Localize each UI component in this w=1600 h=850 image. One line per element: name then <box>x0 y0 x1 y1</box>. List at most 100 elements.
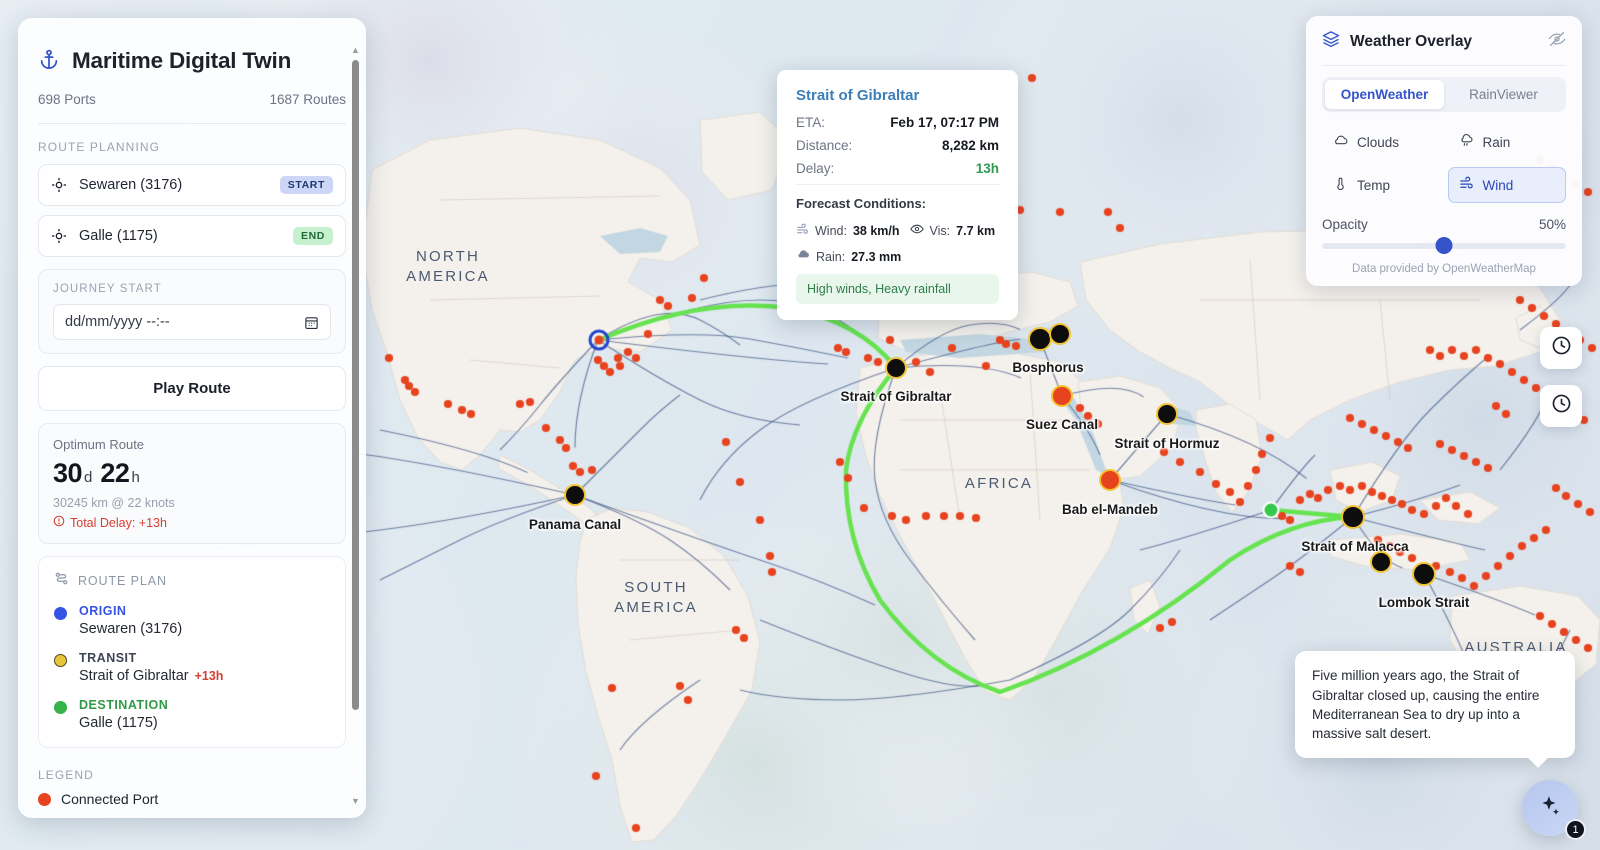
eye-off-icon[interactable] <box>1548 30 1566 53</box>
optimum-duration: 30 d 22 h <box>53 458 331 489</box>
layer-button-clouds[interactable]: Clouds <box>1322 124 1441 160</box>
target-icon <box>51 228 67 244</box>
weather-source-tabs: OpenWeather RainViewer <box>1322 77 1566 112</box>
origin-kind: ORIGIN <box>79 604 127 618</box>
chokepoint-marker[interactable] <box>1028 327 1052 351</box>
rain-icon <box>1459 133 1474 151</box>
layer-label-clouds: Clouds <box>1357 134 1400 150</box>
wind-label: Wind: <box>815 223 847 238</box>
journey-start-label: JOURNEY START <box>53 283 162 295</box>
duration-days-unit: d <box>84 469 93 486</box>
legend-heading: LEGEND <box>38 768 94 782</box>
rain-value: 27.3 mm <box>851 249 902 264</box>
chokepoint-marker[interactable] <box>564 484 586 506</box>
opacity-slider-knob[interactable] <box>1435 237 1453 254</box>
alert-circle-icon <box>53 515 65 530</box>
total-delay-text: Total Delay: +13h <box>70 515 167 530</box>
chokepoint-marker[interactable] <box>1156 403 1178 425</box>
end-port-row[interactable]: Galle (1175) END <box>38 215 346 257</box>
tooltip-row-delay: Delay: 13h <box>796 161 999 176</box>
target-icon <box>51 177 67 193</box>
route-plan-item[interactable]: ORIGIN Sewaren (3176) <box>54 604 330 637</box>
chokepoint-marker[interactable] <box>1341 505 1365 529</box>
distance-label: Distance: <box>796 138 853 153</box>
optimum-route-panel: Optimum Route 30 d 22 h 30245 km @ 22 knots… <box>38 423 346 544</box>
visibility-label: Vis: <box>929 223 951 238</box>
route-planning-heading: ROUTE PLANNING <box>38 140 161 154</box>
start-port-row[interactable]: Sewaren (3176) START <box>38 164 346 206</box>
transit-name: Strait of Gibraltar +13h <box>79 668 223 684</box>
sparkle-icon <box>1537 793 1563 824</box>
chokepoint-marker[interactable] <box>1412 562 1436 586</box>
chokepoint-tooltip: Strait of Gibraltar ETA: Feb 17, 07:17 P… <box>777 70 1018 320</box>
weather-alert-banner: High winds, Heavy rainfall <box>796 274 999 304</box>
transit-bullet <box>54 654 67 667</box>
thermometer-icon <box>1333 176 1348 194</box>
rain-label: Rain: <box>816 249 846 264</box>
destination-name: Galle (1175) <box>79 715 158 731</box>
layers-icon <box>1322 30 1340 53</box>
opacity-slider[interactable] <box>1322 237 1566 254</box>
tab-rainviewer[interactable]: RainViewer <box>1444 80 1563 109</box>
stats-row: 698 Ports 1687 Routes <box>38 92 346 107</box>
ports-count: 698 Ports <box>38 92 96 107</box>
forecast-heading: Forecast Conditions: <box>796 196 927 211</box>
history-clock-button[interactable] <box>1540 327 1582 369</box>
wind-icon <box>796 223 809 239</box>
delay-label: Delay: <box>796 161 835 176</box>
journey-start-panel: JOURNEY START dd/mm/yyyy --:-- <box>38 269 346 354</box>
layer-button-wind[interactable]: Wind <box>1447 167 1566 203</box>
end-port-name: Galle (1175) <box>79 228 158 244</box>
sidebar-scrollbar[interactable]: ▲ ▼ <box>351 46 360 806</box>
app-header: Maritime Digital Twin <box>38 48 346 74</box>
route-plan-item[interactable]: TRANSIT Strait of Gibraltar +13h <box>54 651 330 684</box>
tab-openweather[interactable]: OpenWeather <box>1325 80 1444 109</box>
weather-overlay-panel: Weather Overlay OpenWeather RainViewer C… <box>1306 16 1582 286</box>
weather-divider <box>1322 65 1566 66</box>
chokepoint-marker[interactable] <box>1049 323 1071 345</box>
weather-panel-title: Weather Overlay <box>1350 32 1473 50</box>
delay-value: 13h <box>975 161 999 176</box>
divider <box>38 123 346 124</box>
legend-color-swatch <box>38 792 51 806</box>
chokepoint-marker[interactable] <box>1051 385 1073 407</box>
routes-count: 1687 Routes <box>269 92 346 107</box>
eye-icon <box>909 222 924 239</box>
destination-kind: DESTINATION <box>79 698 169 712</box>
tooltip-divider <box>796 184 999 185</box>
play-route-button[interactable]: Play Route <box>38 366 346 411</box>
origin-bullet <box>54 607 67 620</box>
layer-button-rain[interactable]: Rain <box>1448 124 1567 160</box>
route-plan-item[interactable]: DESTINATION Galle (1175) <box>54 698 330 731</box>
journey-start-input[interactable]: dd/mm/yyyy --:-- <box>53 304 331 340</box>
destination-bullet <box>54 701 67 714</box>
duration-days: 30 <box>53 458 83 488</box>
start-port-name: Sewaren (3176) <box>79 177 183 193</box>
route-distance: 30245 km @ 22 knots <box>53 496 175 510</box>
scroll-down-arrow[interactable]: ▼ <box>351 796 360 806</box>
route-plan-panel: ROUTE PLAN ORIGIN Sewaren (3176) TRANSIT… <box>38 556 346 748</box>
total-delay: Total Delay: +13h <box>53 515 331 530</box>
chokepoint-marker[interactable] <box>885 357 907 379</box>
calendar-icon[interactable] <box>304 315 319 330</box>
origin-name: Sewaren (3176) <box>79 621 183 637</box>
duration-hours: 22 <box>100 458 130 488</box>
layer-label-temp: Temp <box>1357 177 1391 193</box>
chokepoint-marker[interactable] <box>1370 551 1392 573</box>
transit-label: Strait of Gibraltar <box>79 668 189 684</box>
scrollbar-thumb[interactable] <box>352 60 359 710</box>
distance-value: 8,282 km <box>941 138 999 153</box>
scroll-up-arrow[interactable]: ▲ <box>351 45 360 55</box>
wind-icon <box>1459 176 1474 194</box>
start-badge: START <box>279 176 333 194</box>
rain-cloud-icon <box>796 248 810 265</box>
chokepoint-marker[interactable] <box>1099 469 1121 491</box>
clock-icon <box>1551 393 1572 419</box>
layer-label-wind: Wind <box>1482 177 1514 193</box>
layer-button-temp[interactable]: Temp <box>1322 167 1441 203</box>
timeline-clock-button[interactable] <box>1540 385 1582 427</box>
forecast-wind-vis: Wind: 38 km/h Vis: 7.7 km <box>796 222 999 239</box>
visibility-value: 7.7 km <box>956 223 996 238</box>
weather-layer-grid: Clouds Rain Temp <box>1322 124 1566 203</box>
clock-icon <box>1551 335 1572 361</box>
